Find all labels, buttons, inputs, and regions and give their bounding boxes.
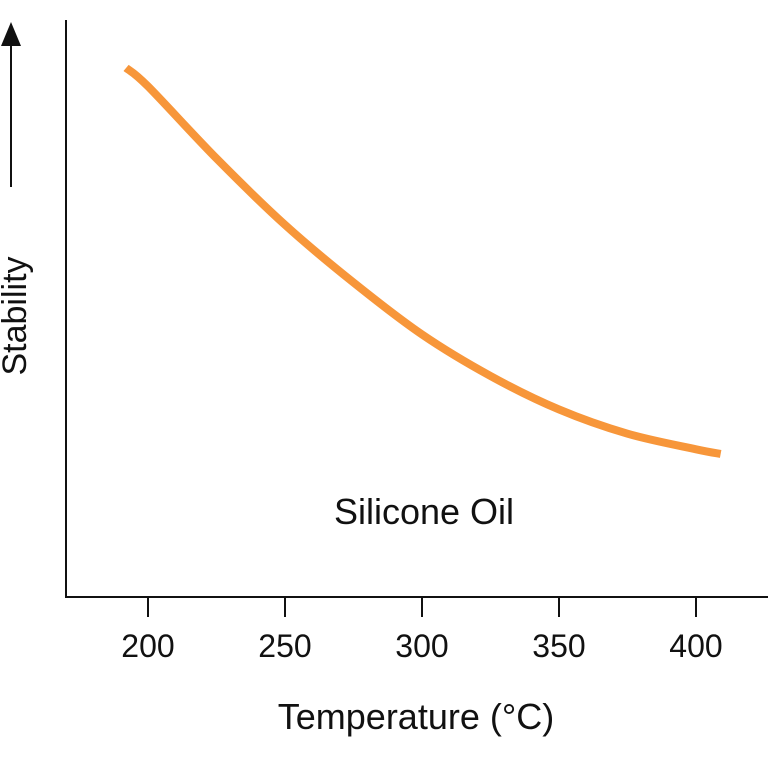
x-tick-label: 300: [395, 628, 448, 664]
series-line-silicone-oil: [123, 64, 722, 458]
x-axis-label: Temperature (°C): [278, 696, 554, 737]
x-tick-label: 250: [258, 628, 311, 664]
x-tick-label: 350: [532, 628, 585, 664]
y-axis-label: Stability: [0, 256, 34, 375]
series-annotation: Silicone Oil: [334, 491, 514, 532]
x-tick-label: 400: [669, 628, 722, 664]
x-tick-label: 200: [121, 628, 174, 664]
